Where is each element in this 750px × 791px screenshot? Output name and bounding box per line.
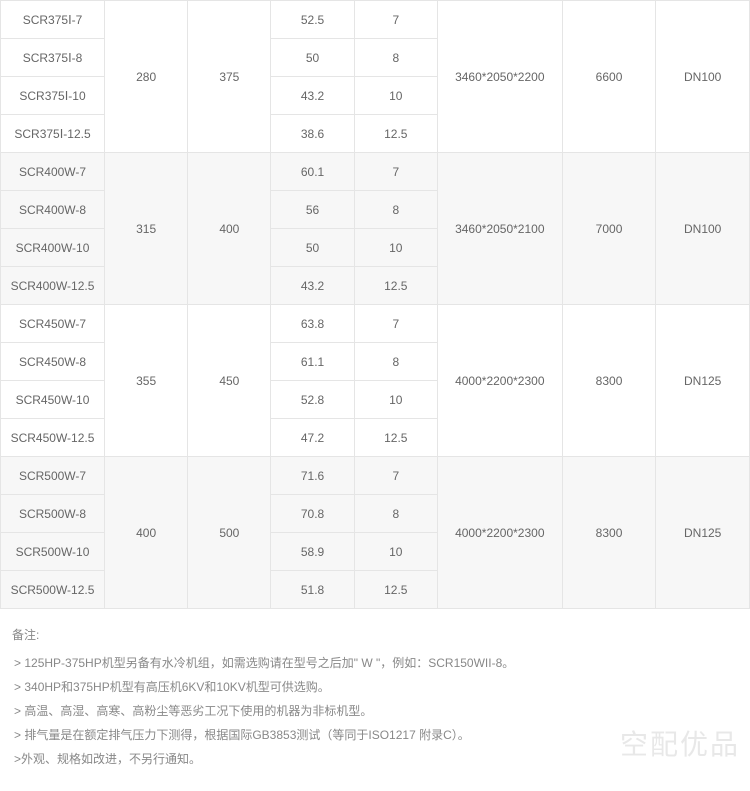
cell-model: SCR400W-7 [1, 153, 105, 191]
table-row: SCR500W-740050071.674000*2200*23008300DN… [1, 457, 750, 495]
cell-pressure: 12.5 [354, 115, 437, 153]
cell-model: SCR500W-12.5 [1, 571, 105, 609]
cell-power: 400 [188, 153, 271, 305]
cell-pressure: 10 [354, 381, 437, 419]
cell-flow: 50 [271, 229, 354, 267]
cell-flow: 43.2 [271, 77, 354, 115]
cell-pressure: 8 [354, 343, 437, 381]
cell-weight: 8300 [562, 305, 656, 457]
cell-model: SCR450W-10 [1, 381, 105, 419]
cell-model: SCR375Ⅰ-8 [1, 39, 105, 77]
cell-flow: 60.1 [271, 153, 354, 191]
cell-pressure: 10 [354, 77, 437, 115]
cell-pressure: 12.5 [354, 571, 437, 609]
note-line: >外观、规格如改进，不另行通知。 [12, 747, 738, 771]
cell-pressure: 12.5 [354, 419, 437, 457]
table-row: SCR375Ⅰ-728037552.573460*2050*22006600DN… [1, 1, 750, 39]
cell-flow: 51.8 [271, 571, 354, 609]
cell-flow: 38.6 [271, 115, 354, 153]
cell-pressure: 7 [354, 457, 437, 495]
cell-power: 500 [188, 457, 271, 609]
cell-flow: 71.6 [271, 457, 354, 495]
cell-model: SCR400W-8 [1, 191, 105, 229]
cell-pressure: 10 [354, 229, 437, 267]
cell-flow: 56 [271, 191, 354, 229]
cell-pressure: 10 [354, 533, 437, 571]
cell-dim: 3460*2050*2100 [437, 153, 562, 305]
cell-pressure: 8 [354, 495, 437, 533]
cell-flow: 52.8 [271, 381, 354, 419]
cell-model: SCR450W-7 [1, 305, 105, 343]
cell-flow: 61.1 [271, 343, 354, 381]
note-line: > 排气量是在额定排气压力下测得，根据国际GB3853测试（等同于ISO1217… [12, 723, 738, 747]
spec-table: SCR375Ⅰ-728037552.573460*2050*22006600DN… [0, 0, 750, 609]
cell-pressure: 8 [354, 191, 437, 229]
notes-section: 备注: > 125HP-375HP机型另备有水冷机组，如需选购请在型号之后加" … [0, 609, 750, 791]
note-line: > 340HP和375HP机型有高压机6KV和10KV机型可供选购。 [12, 675, 738, 699]
notes-title: 备注: [12, 623, 738, 647]
cell-power: 450 [188, 305, 271, 457]
cell-flow: 50 [271, 39, 354, 77]
cell-weight: 7000 [562, 153, 656, 305]
cell-model: SCR500W-8 [1, 495, 105, 533]
note-line: > 125HP-375HP机型另备有水冷机组，如需选购请在型号之后加" W "，… [12, 651, 738, 675]
cell-pressure: 8 [354, 39, 437, 77]
table-row: SCR400W-731540060.173460*2050*21007000DN… [1, 153, 750, 191]
cell-hp: 315 [105, 153, 188, 305]
cell-flow: 52.5 [271, 1, 354, 39]
cell-model: SCR400W-10 [1, 229, 105, 267]
cell-dim: 3460*2050*2200 [437, 1, 562, 153]
table-row: SCR450W-735545063.874000*2200*23008300DN… [1, 305, 750, 343]
cell-model: SCR375Ⅰ-10 [1, 77, 105, 115]
cell-pressure: 7 [354, 305, 437, 343]
cell-pressure: 7 [354, 153, 437, 191]
cell-power: 375 [188, 1, 271, 153]
cell-dim: 4000*2200*2300 [437, 305, 562, 457]
cell-hp: 280 [105, 1, 188, 153]
cell-model: SCR400W-12.5 [1, 267, 105, 305]
cell-flow: 43.2 [271, 267, 354, 305]
cell-hp: 355 [105, 305, 188, 457]
cell-pressure: 7 [354, 1, 437, 39]
note-line: > 高温、高湿、高寒、高粉尘等恶劣工况下使用的机器为非标机型。 [12, 699, 738, 723]
cell-flow: 58.9 [271, 533, 354, 571]
cell-flow: 47.2 [271, 419, 354, 457]
cell-model: SCR375Ⅰ-12.5 [1, 115, 105, 153]
cell-flow: 70.8 [271, 495, 354, 533]
cell-weight: 8300 [562, 457, 656, 609]
cell-model: SCR375Ⅰ-7 [1, 1, 105, 39]
cell-pipe: DN125 [656, 305, 750, 457]
cell-pipe: DN125 [656, 457, 750, 609]
cell-pipe: DN100 [656, 1, 750, 153]
cell-pressure: 12.5 [354, 267, 437, 305]
cell-pipe: DN100 [656, 153, 750, 305]
cell-model: SCR450W-8 [1, 343, 105, 381]
cell-flow: 63.8 [271, 305, 354, 343]
cell-model: SCR500W-10 [1, 533, 105, 571]
cell-hp: 400 [105, 457, 188, 609]
cell-dim: 4000*2200*2300 [437, 457, 562, 609]
cell-model: SCR450W-12.5 [1, 419, 105, 457]
cell-weight: 6600 [562, 1, 656, 153]
cell-model: SCR500W-7 [1, 457, 105, 495]
